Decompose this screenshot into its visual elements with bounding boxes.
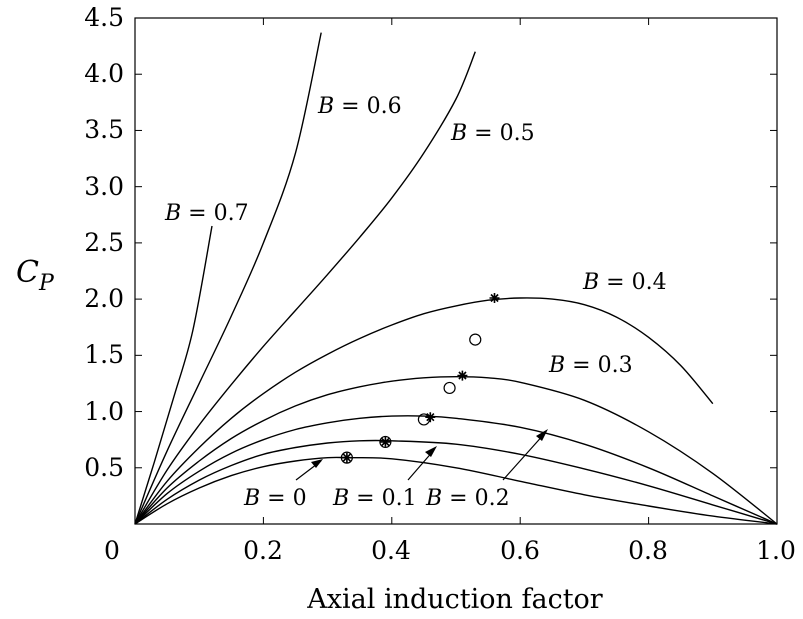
series-line-4 [134, 297, 714, 525]
curve-label-symbol: B [243, 486, 260, 511]
curve-label-b06: B = 0.6 [317, 94, 402, 119]
curve-label-b0: B = 0 [243, 486, 307, 511]
y-tick-label: 1.0 [84, 397, 124, 426]
y-tick-label: 3.5 [84, 115, 124, 144]
curve-label-value: = 0.1 [349, 486, 416, 511]
y-axis-title-main: C [16, 255, 39, 290]
curve-label-value: = 0.7 [181, 201, 248, 226]
x-tick-labels: 0 0.2 0.4 0.6 0.8 1.0 [104, 536, 796, 565]
curve-labels: B = 0 B = 0.1 B = 0.2 B = 0.3 B = 0.4 B … [164, 94, 667, 511]
curve-label-b01: B = 0.1 [332, 486, 417, 511]
arrowhead-b02 [536, 429, 548, 441]
y-tick-label: 2.0 [84, 284, 124, 313]
x-tick-label: 0.4 [371, 536, 411, 565]
curve-label-symbol: B [332, 486, 349, 511]
arrowhead-b0 [311, 459, 323, 468]
x-tick-label: 0.8 [628, 536, 668, 565]
series-curves [134, 32, 778, 525]
curve-label-symbol: B [164, 201, 181, 226]
star-marker [380, 436, 391, 447]
series-line-2 [134, 415, 778, 525]
curve-label-value: = 0 [260, 486, 306, 511]
star-marker [341, 452, 352, 463]
y-axis-title: CP [16, 255, 55, 296]
curve-label-b04: B = 0.4 [582, 270, 667, 295]
curve-label-symbol: B [450, 121, 467, 146]
arrowhead-b01 [425, 446, 437, 457]
series-line-6 [134, 32, 322, 525]
circle-marker [469, 333, 482, 346]
curve-label-value: = 0.6 [334, 94, 401, 119]
curve-label-value: = 0.5 [467, 121, 534, 146]
y-axis-title-subscript: P [38, 271, 55, 296]
curve-label-b02: B = 0.2 [425, 486, 510, 511]
circle-marker [340, 451, 353, 464]
label-arrows [295, 429, 548, 481]
x-tick-label: 0.2 [243, 536, 283, 565]
axis-ticks [135, 18, 777, 524]
x-tick-label: 0 [104, 536, 120, 565]
arrow-b02 [502, 432, 546, 481]
y-tick-label: 2.5 [84, 228, 124, 257]
x-axis-title: Axial induction factor [306, 584, 603, 615]
y-tick-label: 3.0 [84, 172, 124, 201]
y-tick-label: 4.5 [84, 3, 124, 32]
y-tick-label: 0.5 [84, 453, 124, 482]
series-line-7 [134, 225, 213, 525]
star-marker [425, 412, 436, 423]
curve-label-symbol: B [317, 94, 334, 119]
curve-label-b07: B = 0.7 [164, 201, 249, 226]
y-tick-label: 1.5 [84, 340, 124, 369]
curve-label-value: = 0.4 [599, 270, 666, 295]
curve-label-symbol: B [425, 486, 442, 511]
curve-label-symbol: B [582, 270, 599, 295]
curve-label-b03: B = 0.3 [548, 353, 633, 378]
plot-frame [134, 17, 778, 525]
curve-label-value: = 0.3 [565, 353, 632, 378]
x-tick-label: 1.0 [756, 536, 796, 565]
y-tick-label: 4.0 [84, 59, 124, 88]
star-marker [489, 293, 500, 303]
curve-label-value: = 0.2 [442, 486, 509, 511]
data-markers [340, 293, 500, 464]
circle-marker [379, 435, 392, 449]
circle-marker [417, 413, 430, 426]
series-line-5 [134, 51, 476, 525]
series-line-3 [134, 375, 778, 525]
curve-label-b05: B = 0.5 [450, 121, 535, 146]
circle-marker [443, 381, 456, 395]
x-tick-label: 0.6 [500, 536, 540, 565]
star-marker [457, 370, 468, 381]
curve-label-symbol: B [548, 353, 565, 378]
y-tick-labels: 0.5 1.0 1.5 2.0 2.5 3.0 3.5 4.0 4.5 [84, 3, 124, 482]
series-line-1 [134, 439, 778, 525]
series-line-0 [134, 456, 778, 525]
